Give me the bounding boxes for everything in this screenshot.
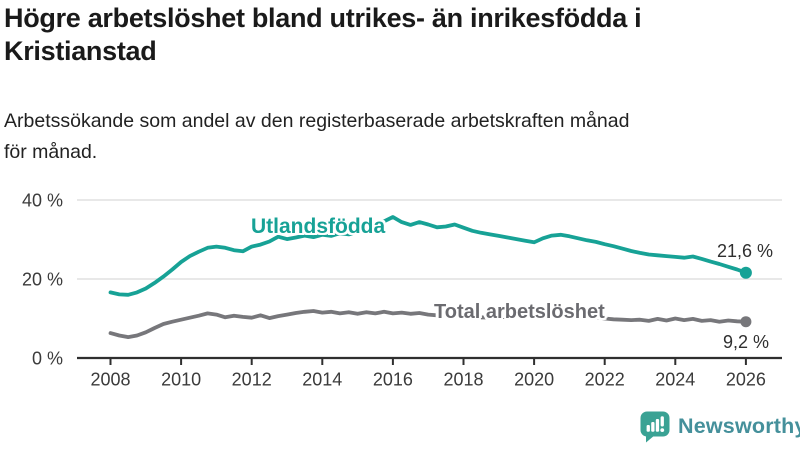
x-tick-label: 2012	[232, 370, 272, 390]
x-tick-label: 2020	[514, 370, 554, 390]
x-tick-label: 2014	[302, 370, 342, 390]
end-value-total-arbetsloshet: 9,2 %	[723, 332, 770, 352]
series-end-dot-1	[740, 316, 752, 328]
chart-title-line-1: Högre arbetslöshet bland utrikes- än inr…	[4, 3, 642, 33]
series-label-total-arbetsloshet: Total arbetslöshet	[434, 301, 605, 323]
newsworthy-logo: Newsworthy	[639, 410, 800, 443]
newsworthy-chart-bubble-icon	[640, 411, 670, 443]
chart-title: Högre arbetslöshet bland utrikes- än inr…	[4, 2, 796, 68]
series-end-dot-0	[739, 266, 752, 279]
series-label-utlandsfodda: Utlandsfödda	[251, 215, 386, 238]
end-value-utlandsfodda: 21,6 %	[717, 241, 774, 261]
series-line-0	[108, 215, 748, 297]
chart-subtitle-line-2: för månad.	[4, 141, 98, 163]
chart-title-line-2: Kristianstad	[4, 36, 157, 66]
x-tick-label: 2024	[655, 370, 695, 390]
series-line-1	[108, 309, 748, 340]
y-tick-label: 20 %	[22, 270, 63, 290]
x-tick-label: 2010	[161, 370, 201, 390]
newsworthy-wordmark: Newsworthy	[678, 414, 800, 438]
x-tick-label: 2018	[443, 370, 483, 390]
x-tick-label: 2022	[585, 370, 625, 390]
x-tick-label: 2026	[726, 370, 766, 390]
chart-subtitle: Arbetssökande som andel av den registerb…	[4, 106, 796, 168]
x-tick-label: 2016	[373, 370, 413, 390]
y-tick-label: 0 %	[32, 349, 63, 369]
chart-subtitle-line-1: Arbetssökande som andel av den registerb…	[4, 110, 630, 132]
x-tick-label: 2008	[90, 370, 130, 390]
y-tick-label: 40 %	[22, 191, 63, 211]
